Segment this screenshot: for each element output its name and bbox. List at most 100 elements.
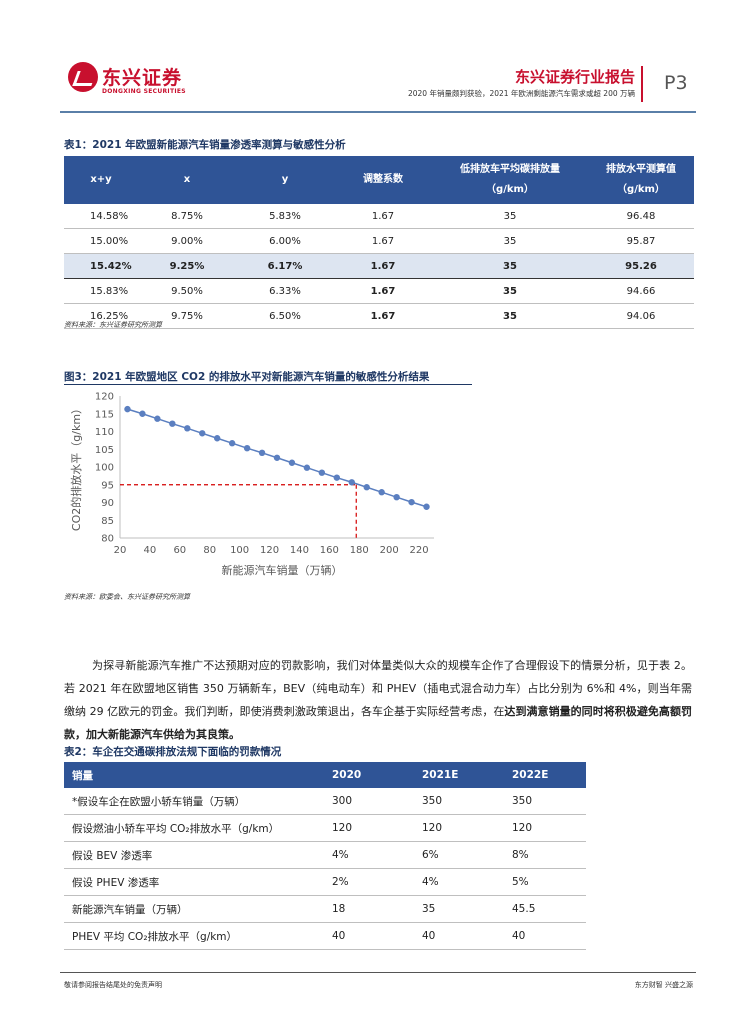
- table-cell: 40: [414, 922, 504, 950]
- x-tick-label: 200: [380, 545, 399, 556]
- data-point: [318, 469, 326, 476]
- table-cell: 9.00%: [138, 228, 236, 254]
- table-row: PHEV 平均 CO₂排放水平（g/km） 40 40 40: [64, 922, 586, 950]
- data-point: [408, 498, 415, 506]
- table2: 销量 2020 2021E 2022E *假设车企在欧盟小轿车销量（万辆） 30…: [64, 762, 586, 950]
- x-tick-label: 40: [144, 545, 157, 556]
- table-row: 假设 PHEV 渗透率 2% 4% 5%: [64, 868, 586, 896]
- table-row: 15.00% 9.00% 6.00% 1.67 35 95.87: [64, 228, 694, 254]
- table2-header-cell: 2021E: [414, 762, 504, 788]
- table-cell: 35: [432, 253, 588, 279]
- body-paragraph: 为探寻新能源汽车推广不达预期对应的罚款影响，我们对体量类似大众的规模车企作了合理…: [64, 654, 692, 746]
- data-point: [423, 503, 430, 510]
- figure3-caption: 图3：2021 年欧盟地区 CO2 的排放水平对新能源汽车销量的敏感性分析结果: [64, 371, 430, 383]
- table-cell: 94.06: [588, 303, 694, 329]
- table-cell: *假设车企在欧盟小轿车销量（万辆）: [64, 788, 324, 815]
- footer-rule: [60, 972, 696, 973]
- data-point: [363, 484, 370, 491]
- data-point: [273, 454, 281, 461]
- header-rule: [60, 111, 696, 113]
- x-tick-label: 220: [410, 545, 429, 556]
- table-cell: 18: [324, 895, 414, 923]
- data-point: [378, 489, 385, 496]
- table-cell: 6.00%: [236, 228, 334, 254]
- table-cell: 350: [504, 788, 586, 815]
- x-tick-label: 100: [230, 545, 249, 556]
- data-point: [154, 415, 161, 422]
- table-cell: 1.67: [334, 303, 432, 329]
- table-cell: 120: [324, 814, 414, 842]
- table-cell: 1.67: [334, 204, 432, 229]
- table-cell: 15.83%: [64, 278, 138, 304]
- x-axis-label: 新能源汽车销量（万辆）: [222, 563, 343, 577]
- table-cell: 35: [432, 303, 588, 329]
- logo-english-name: DONGXING SECURITIES: [102, 88, 186, 95]
- table-cell: 2%: [324, 868, 414, 896]
- data-point: [169, 420, 176, 427]
- table-cell: 120: [504, 814, 586, 842]
- table-cell: 300: [324, 788, 414, 815]
- table-row: 14.58% 8.75% 5.83% 1.67 35 96.48: [64, 204, 694, 229]
- x-tick-label: 180: [350, 545, 369, 556]
- table1-header-cell: 调整系数: [334, 156, 432, 204]
- table-cell: 94.66: [588, 278, 694, 304]
- table-cell: 35: [432, 228, 588, 254]
- table-row: 假设燃油小轿车平均 CO₂排放水平（g/km） 120 120 120: [64, 814, 586, 842]
- table-cell: 95.26: [588, 253, 694, 279]
- page-number: P3: [664, 72, 688, 94]
- table-row: 15.83% 9.50% 6.33% 1.67 35 94.66: [64, 278, 694, 304]
- y-tick-label: 85: [101, 516, 114, 527]
- table-cell: 5.83%: [236, 204, 334, 229]
- table-cell: 16.25%: [64, 303, 138, 329]
- table-cell: 35: [432, 204, 588, 229]
- table-cell: 14.58%: [64, 204, 138, 229]
- report-subtitle: 2020 年销量颇判获验，2021 年欧洲剩能源汽车需求或超 200 万辆: [407, 89, 635, 98]
- table-cell: 1.67: [334, 253, 432, 279]
- table-cell: 1.67: [334, 228, 432, 254]
- table1-caption: 表1：2021 年欧盟新能源汽车销量渗透率测算与敏感性分析: [64, 139, 346, 151]
- data-point: [228, 440, 236, 447]
- table-cell: 新能源汽车销量（万辆）: [64, 895, 324, 923]
- table-cell: 1.67: [334, 278, 432, 304]
- table2-header-cell: 2020: [324, 762, 414, 788]
- y-tick-label: 80: [101, 534, 114, 545]
- table-cell: 40: [324, 922, 414, 950]
- y-tick-label: 120: [95, 392, 114, 403]
- data-point: [243, 444, 251, 452]
- table-cell: 9.50%: [138, 278, 236, 304]
- table1-header-cell: y: [236, 156, 334, 204]
- table-cell: 45.5: [504, 895, 586, 923]
- table-cell: PHEV 平均 CO₂排放水平（g/km）: [64, 922, 324, 950]
- y-tick-label: 110: [95, 427, 114, 438]
- figure3-caption-rule: [64, 384, 472, 385]
- table1-header-cell: 低排放车平均碳排放量 （g/km）: [432, 156, 588, 204]
- table-cell: 9.25%: [138, 253, 236, 279]
- table2-header-cell: 销量: [64, 762, 324, 788]
- table-cell: 40: [504, 922, 586, 950]
- table1-header-cell: x+y: [64, 156, 138, 204]
- y-tick-label: 95: [101, 480, 114, 491]
- data-point: [184, 425, 191, 432]
- company-logo-icon: [68, 62, 98, 92]
- data-point: [303, 464, 311, 471]
- table-cell: 假设 BEV 渗透率: [64, 841, 324, 869]
- x-tick-label: 60: [173, 545, 186, 556]
- table-row: 16.25% 9.75% 6.50% 1.67 35 94.06: [64, 303, 694, 329]
- table2-caption: 表2：车企在交通碳排放法规下面临的罚款情况: [64, 746, 282, 758]
- table-cell: 350: [414, 788, 504, 815]
- data-point: [288, 459, 296, 466]
- table-cell: 15.00%: [64, 228, 138, 254]
- table-cell: 6%: [414, 841, 504, 869]
- table-cell: 6.33%: [236, 278, 334, 304]
- table-cell: 8%: [504, 841, 586, 869]
- table2-header-cell: 2022E: [504, 762, 586, 788]
- table1: x+y x y 调整系数 低排放车平均碳排放量 （g/km） 排放水平测算值 （…: [64, 156, 694, 329]
- data-point: [333, 474, 341, 481]
- y-tick-label: 115: [95, 409, 114, 420]
- y-tick-label: 90: [101, 498, 114, 509]
- data-point: [124, 405, 131, 413]
- table-cell: 8.75%: [138, 204, 236, 229]
- data-point: [258, 449, 266, 456]
- x-tick-label: 160: [320, 545, 339, 556]
- data-point: [393, 493, 400, 501]
